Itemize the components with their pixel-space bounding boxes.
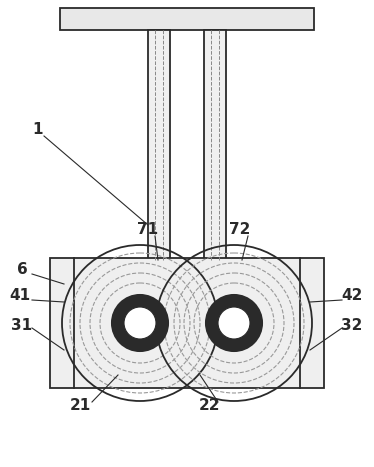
Circle shape [218, 307, 250, 339]
Text: 71: 71 [137, 222, 159, 238]
Text: 21: 21 [69, 398, 91, 413]
Circle shape [112, 295, 168, 351]
Text: 72: 72 [229, 222, 251, 238]
Bar [50, 258, 324, 388]
Text: 6: 6 [16, 262, 27, 277]
Text: 22: 22 [199, 398, 221, 413]
Text: 42: 42 [341, 289, 363, 304]
Bar [204, 30, 226, 260]
Text: 32: 32 [341, 318, 363, 333]
Text: 41: 41 [9, 289, 31, 304]
Text: 31: 31 [12, 318, 33, 333]
Circle shape [206, 295, 262, 351]
Bar [148, 30, 170, 260]
Bar [60, 8, 314, 30]
Text: 1: 1 [33, 122, 43, 137]
Circle shape [124, 307, 156, 339]
